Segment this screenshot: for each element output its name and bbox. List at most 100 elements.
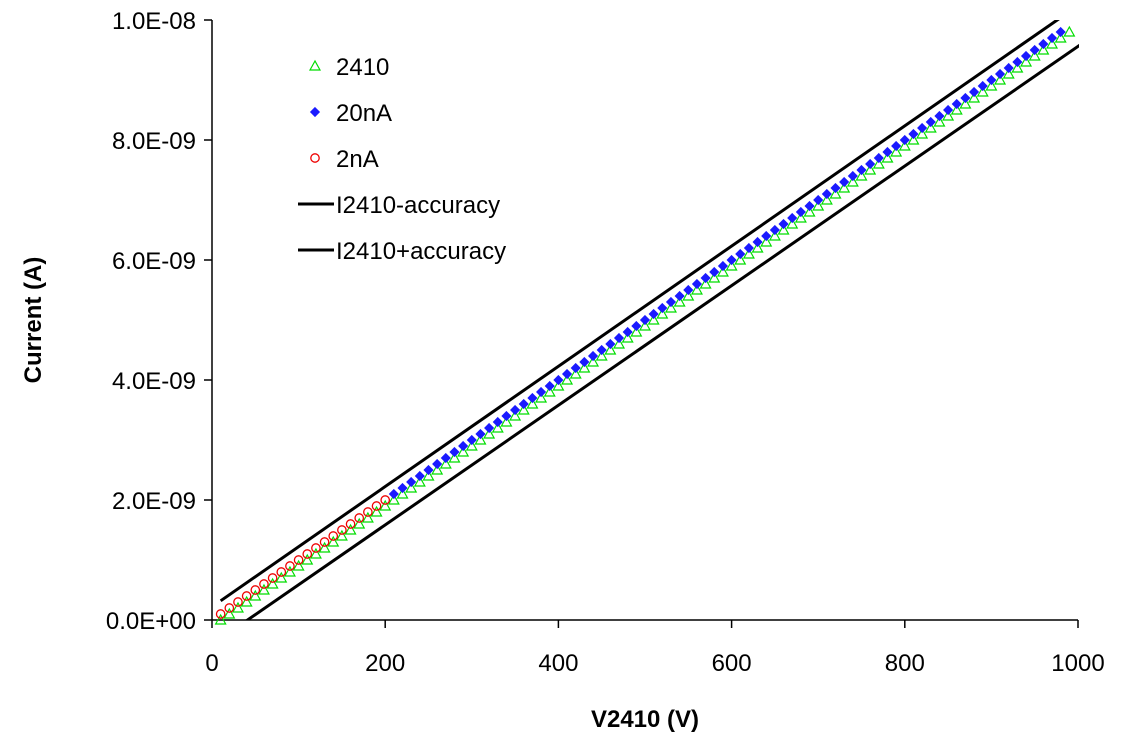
- legend-label: 2nA: [336, 146, 379, 173]
- data-point-20na: [691, 278, 703, 290]
- data-point-20na: [709, 266, 720, 278]
- data-point-20na: [579, 356, 590, 368]
- data-point-2410: [604, 343, 617, 355]
- data-point-2410: [916, 127, 929, 139]
- data-point-20na: [830, 182, 841, 194]
- legend-swatch-marker: [309, 106, 321, 118]
- data-point-2410: [621, 331, 634, 343]
- data-point-20na: [899, 134, 910, 146]
- legend-item: I2410+accuracy: [298, 238, 506, 265]
- data-point-2410: [682, 289, 695, 301]
- data-point-2410: [405, 481, 418, 493]
- data-point-2410: [673, 295, 686, 307]
- data-point-2na: [302, 549, 313, 559]
- data-point-2na: [215, 609, 226, 619]
- data-point-2410: [569, 367, 582, 379]
- data-point-2410: [240, 595, 253, 607]
- data-point-20na: [561, 368, 573, 380]
- data-point-2410: [846, 175, 859, 187]
- data-point-2na: [337, 525, 347, 535]
- data-point-2410: [734, 253, 747, 265]
- data-point-2na: [363, 507, 373, 517]
- data-point-20na: [726, 254, 737, 266]
- data-point-2410: [976, 85, 989, 97]
- data-point-2na: [285, 561, 295, 571]
- data-point-20na: [769, 224, 780, 236]
- data-point-2410: [1054, 31, 1067, 43]
- data-point-20na: [639, 314, 651, 326]
- data-point-2410: [638, 319, 652, 331]
- data-point-20na: [518, 398, 529, 410]
- data-point-2410: [422, 469, 435, 481]
- data-point-2410: [327, 535, 340, 547]
- data-point-2410: [309, 547, 322, 559]
- data-point-2410: [587, 355, 600, 367]
- data-point-20na: [977, 80, 988, 92]
- data-point-20na: [865, 158, 876, 170]
- data-point-2na: [224, 603, 235, 613]
- data-point-20na: [821, 188, 832, 200]
- data-point-20na: [440, 452, 451, 464]
- data-point-20na: [510, 404, 521, 416]
- data-point-20na: [406, 476, 417, 488]
- data-point-2na: [250, 585, 261, 595]
- data-point-2410: [257, 583, 270, 595]
- data-point-20na: [648, 308, 659, 320]
- data-point-2410: [301, 553, 314, 565]
- data-point-2410: [275, 571, 288, 583]
- data-point-2410: [838, 181, 851, 193]
- legend-item: 2410: [308, 54, 389, 81]
- data-point-2410: [1020, 55, 1033, 67]
- data-point-20na: [960, 92, 971, 104]
- data-point-2410: [266, 577, 279, 589]
- y-tick-label: 2.0E-09: [112, 488, 196, 515]
- data-point-2410: [413, 475, 426, 487]
- data-point-2410: [968, 91, 981, 103]
- data-point-20na: [657, 302, 668, 314]
- data-point-20na: [492, 416, 503, 428]
- data-point-20na: [432, 458, 443, 470]
- data-point-20na: [1020, 50, 1032, 62]
- data-point-2410: [898, 139, 911, 151]
- data-point-20na: [622, 326, 633, 338]
- data-point-2na: [233, 597, 243, 607]
- data-point-2410: [656, 307, 669, 319]
- y-axis-ticks: 0.0E+00 2.0E-09 4.0E-09 6.0E-09 8.0E-09 1.0E-…: [106, 8, 212, 635]
- data-point-2410: [959, 97, 972, 109]
- data-point-20na: [613, 332, 625, 344]
- x-tick-label: 600: [712, 650, 752, 677]
- data-point-2410: [794, 211, 807, 223]
- data-point-2410: [491, 421, 504, 433]
- data-point-2410: [335, 529, 348, 541]
- y-axis-title: Current (A): [20, 257, 47, 384]
- data-point-20na: [813, 194, 824, 206]
- data-point-2410: [283, 565, 296, 577]
- data-point-2410: [820, 193, 833, 205]
- data-point-2410: [950, 103, 963, 115]
- data-point-20na: [449, 446, 460, 458]
- data-point-20na: [917, 122, 928, 134]
- data-point-20na: [743, 242, 754, 254]
- data-point-20na: [527, 392, 538, 404]
- data-point-20na: [795, 206, 806, 218]
- data-point-2na: [319, 537, 330, 547]
- data-point-20na: [388, 488, 399, 500]
- data-point-20na: [458, 440, 469, 452]
- data-point-2410: [647, 313, 660, 325]
- data-point-2410: [396, 487, 409, 499]
- data-point-2410: [526, 397, 539, 409]
- data-point-20na: [414, 470, 425, 482]
- data-point-20na: [587, 350, 599, 362]
- data-point-2410: [924, 121, 937, 133]
- data-point-20na: [735, 248, 746, 260]
- data-point-20na: [544, 380, 555, 392]
- data-point-2na: [345, 519, 356, 529]
- data-point-2na: [259, 579, 269, 589]
- data-point-2410: [1011, 61, 1024, 73]
- data-point-2410: [812, 199, 825, 211]
- data-point-2410: [664, 301, 677, 313]
- data-point-20na: [804, 200, 815, 212]
- data-point-20na: [908, 128, 919, 140]
